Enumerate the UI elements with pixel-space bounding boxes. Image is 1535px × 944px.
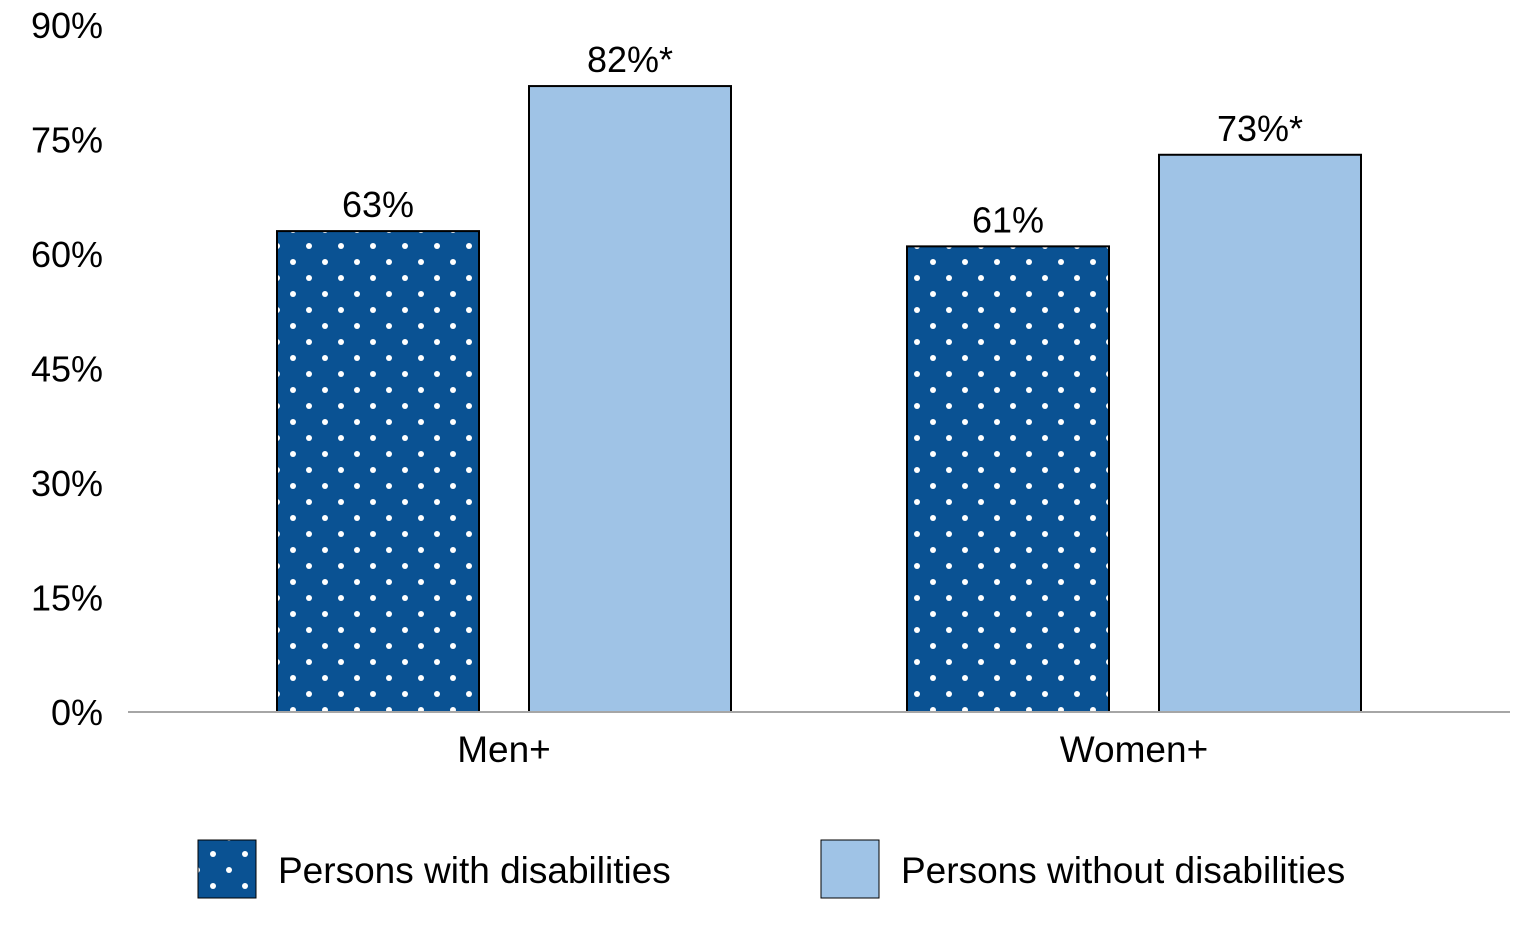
- data-label-without-disabilities-women: 73%*: [1217, 108, 1303, 149]
- category-label-women: Women+: [1060, 729, 1208, 770]
- bar-with-disabilities-women: [906, 245, 1110, 713]
- x-axis-categories: Men+ Women+: [457, 729, 1208, 770]
- y-axis-ticks: 0% 15% 30% 45% 60% 75% 90%: [31, 5, 103, 733]
- legend: Persons with disabilities Persons withou…: [197, 839, 1345, 899]
- y-tick-label: 45%: [31, 349, 103, 390]
- legend-label-without-disabilities: Persons without disabilities: [901, 850, 1345, 891]
- y-tick-label: 60%: [31, 234, 103, 275]
- category-label-men: Men+: [457, 729, 551, 770]
- legend-swatch-without-disabilities: [820, 839, 880, 899]
- bar-without-disabilities-men: [528, 85, 732, 714]
- data-label-with-disabilities-men: 63%: [342, 184, 414, 225]
- y-tick-label: 75%: [31, 120, 103, 161]
- y-tick-label: 15%: [31, 578, 103, 619]
- bars: [276, 85, 1362, 714]
- legend-label-with-disabilities: Persons with disabilities: [278, 850, 671, 891]
- y-tick-label: 0%: [51, 692, 103, 733]
- bar-without-disabilities-women: [1158, 153, 1362, 713]
- y-tick-label: 90%: [31, 5, 103, 46]
- data-label-without-disabilities-men: 82%*: [587, 39, 673, 80]
- data-labels: 63% 82%* 61% 73%*: [342, 39, 1303, 240]
- bar-with-disabilities-men: [276, 230, 480, 713]
- legend-swatch-with-disabilities: [197, 839, 257, 899]
- y-tick-label: 30%: [31, 463, 103, 504]
- data-label-with-disabilities-women: 61%: [972, 199, 1044, 240]
